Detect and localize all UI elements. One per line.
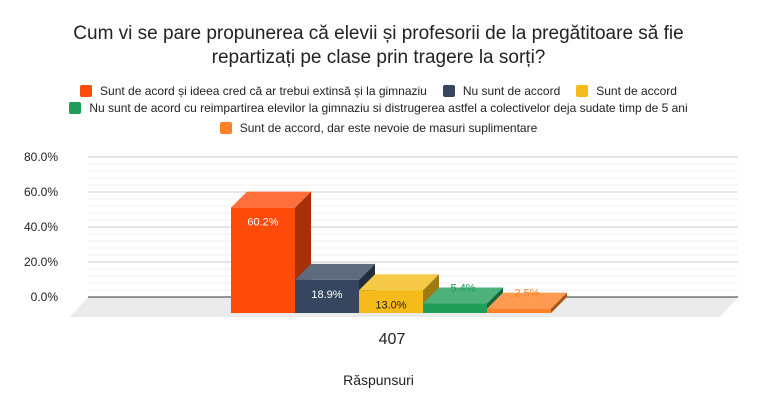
bar-5 [487, 308, 551, 313]
y-tick-label: 20.0% [24, 255, 58, 269]
bar-3 [359, 290, 423, 313]
legend-row-3: Sunt de accord, dar este nevoie de masur… [0, 121, 757, 135]
bar-top-2 [295, 263, 375, 280]
legend-label-1: Sunt de acord și ideea cred că ar trebui… [100, 84, 427, 98]
y-tick-label: 80.0% [24, 150, 58, 164]
bar-side-5 [551, 292, 567, 313]
legend-row-1: Sunt de acord și ideea cred că ar trebui… [0, 84, 757, 98]
y-tick-label: 60.0% [24, 185, 58, 199]
legend-swatch-2 [442, 85, 455, 97]
legend-swatch-4 [69, 102, 82, 114]
legend-row-2: Nu sunt de acord cu reimpartirea elevilo… [0, 101, 757, 115]
legend-item-5[interactable]: Sunt de accord, dar este nevoie de masur… [219, 121, 538, 135]
bar-top-3 [359, 274, 439, 291]
legend-item-3[interactable]: Sunt de accord [576, 84, 677, 98]
data-label-2: 18.9% [311, 289, 342, 301]
legend-label-2: Nu sunt de accord [462, 84, 561, 98]
bar-1 [231, 207, 295, 313]
y-tick-label: 40.0% [24, 220, 58, 234]
bar-top-1 [231, 191, 311, 208]
chart-title-line-1: Cum vi se pare propunerea că elevii și p… [73, 23, 684, 44]
bar-top-5 [487, 292, 567, 309]
data-label-5: 2.5% [514, 288, 539, 300]
legend-swatch-1 [80, 85, 93, 97]
y-tick-label: 0.0% [31, 290, 59, 304]
legend-swatch-3 [576, 85, 589, 97]
legend-item-4[interactable]: Nu sunt de acord cu reimpartirea elevilo… [69, 101, 688, 115]
data-label-1: 60.2% [247, 217, 278, 229]
legend-item-2[interactable]: Nu sunt de accord [442, 84, 561, 98]
legend-label-4: Nu sunt de acord cu reimpartirea elevilo… [89, 101, 688, 115]
chart-title-line-2: repartizați pe clase prin tragere la sor… [211, 47, 546, 68]
legend-swatch-5 [219, 122, 232, 134]
bar-top-4 [423, 287, 503, 304]
bar-2 [295, 279, 359, 313]
data-label-3: 13.0% [375, 299, 406, 311]
legend-label-3: Sunt de accord [596, 84, 677, 98]
bar-4 [423, 303, 487, 313]
legend-item-1[interactable]: Sunt de acord și ideea cred că ar trebui… [80, 84, 427, 98]
chart-title: Cum vi se pare propunerea că elevii și p… [0, 22, 757, 70]
legend-label-5: Sunt de accord, dar este nevoie de masur… [239, 121, 538, 135]
x-tick-label: 407 [379, 331, 406, 348]
x-axis-title: Răspunsuri [343, 372, 414, 388]
data-label-4: 5.4% [450, 283, 475, 295]
